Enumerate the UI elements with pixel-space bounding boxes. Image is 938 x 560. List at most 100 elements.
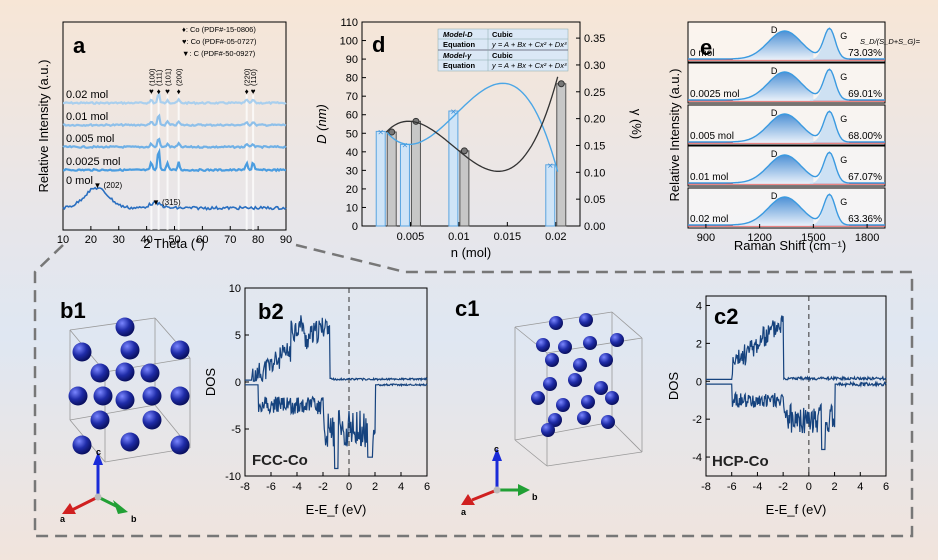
co-atom [72,342,92,362]
xrd-peak-marker: ♦ [245,87,249,96]
d-point-D: × [450,107,456,118]
raman-d-band-fill [732,31,814,60]
d-x-tick-label: 0.015 [494,231,522,243]
d-bar-D [545,164,556,227]
xrd-series-label: 0.0025 mol [66,156,120,168]
d-y-right-tick-label: 0.20 [584,114,605,126]
cell-edge [514,439,548,467]
dos-spin-up [706,315,887,382]
xrd-x-tick-label: 40 [141,234,153,246]
panel-label-c2: c2 [714,304,738,329]
xrd-curve [62,113,287,128]
table-model-gamma-type: Cubic [492,51,513,60]
d-y-left-tick-label: 0 [352,221,358,233]
xrd-y-label: Relative Intensity (a.u.) [36,60,51,193]
raman-ratio-label: S_D/(S_D+S_G)= [860,37,921,46]
xrd-curves: 0.02 mol 0.01 mol 0.005 mol 0.0025 mol 0 mol… [62,68,287,230]
co-atom [548,413,562,427]
xrd-peak-label: (111) [155,69,164,86]
panel-label-d: d [372,32,385,57]
co-atom [545,353,559,367]
panel-b2-fcc-dos: -8 -6 -4 -2 0 2 4 6 -10 -5 0 5 10 b2 FCC-Co E-E_f (e… [203,283,430,517]
co-atom [142,386,162,406]
xrd-x-tick-label: 80 [252,234,264,246]
dos-x-tick-label: -8 [701,481,711,493]
d-y-right-tick-label: 0.15 [584,140,605,152]
dos-x-tick-label: 2 [832,481,838,493]
d-x-tick-label: 0.005 [397,231,425,243]
co-atom [605,391,619,405]
co-atom [140,363,160,383]
co-atom [558,340,572,354]
d-y-left-tick-label: 70 [346,91,358,103]
dos-x-tick-label: -4 [753,481,763,493]
co-atom [601,415,615,429]
xrd-peak-marker: ♥ [251,87,256,96]
table-equation-2-value: y = A + Bx + Cx² + Dx³ [491,61,567,70]
co-atom [573,358,587,372]
co-atom [577,411,591,425]
co-atom [68,386,88,406]
co-atom [115,317,135,337]
xrd-x-tick-label: 60 [196,234,208,246]
table-equation-1: Equation [443,40,475,49]
dos-x-tick-label: 4 [398,481,404,493]
xrd-x-tick-label: 90 [280,234,292,246]
b1-axis-a: a [60,514,66,524]
dos-x-tick-label: 4 [857,481,863,493]
raman-d-label: D [771,66,778,76]
fcc-co-label: FCC-Co [252,452,308,469]
panel-label-b1: b1 [60,298,86,323]
b2-y-label: DOS [203,368,218,397]
xrd-legend-2: ♥: Co (PDF#-05-0727) [182,37,257,46]
dos-y-tick-label: 0 [235,377,241,389]
xrd-peak-label: (220) [243,68,252,86]
panel-b1-fcc-crystal: b1 c a b [60,298,191,524]
dos-x-tick-label: 6 [424,481,430,493]
dos-x-tick-label: -8 [240,481,250,493]
d-point-gamma [460,147,468,155]
dos-spin-down [706,380,887,451]
dos-y-tick-label: 0 [696,376,702,388]
raman-curve [688,110,885,143]
c1-axis-triad: c a b [461,444,538,517]
co-atom [90,410,110,430]
d-y-right-tick-label: 0.10 [584,167,605,179]
dos-y-tick-label: -5 [231,424,241,436]
c1-axis-c: c [494,444,499,454]
b2-dos-elements: -8 -6 -4 -2 0 2 4 6 -10 -5 0 5 10 [225,283,430,493]
table-model-d: Model-D [443,30,473,39]
panel-label-a: a [73,33,86,58]
xrd-peak-label: (101) [164,68,173,86]
dos-x-tick-label: 6 [883,481,889,493]
dos-y-tick-label: -4 [692,452,702,464]
xrd-peak-marker: ♦ [157,87,161,96]
panel-a-xrd: a 0.02 mol 0.01 mol 0.005 mol 0.0025 mol 0 m… [36,21,292,251]
xrd-peak-marker: ♦ [177,87,181,96]
raman-d-label: D [771,149,778,159]
d-point-D: × [402,140,408,151]
co-atom [120,432,140,452]
co-atom [579,313,593,327]
raman-x-label: Raman Shift (cm⁻¹) [734,238,846,253]
raman-g-label: G [840,72,847,82]
d-y-left-tick-label: 100 [340,36,358,48]
cell-edge [69,317,156,331]
d-point-D: × [378,127,384,138]
cell-edge [69,404,156,421]
raman-g-label: G [840,197,847,207]
raman-x-tick-label: 1500 [801,232,825,244]
d-point-D: × [547,161,553,172]
c1-axis-a: a [461,507,467,517]
co-atom [543,377,557,391]
table-equation-1-value: y = A + Bx + Cx² + Dx³ [491,40,567,49]
d-bar-D [448,110,459,227]
d-x-tick-label: 0.01 [448,231,469,243]
cell-edge [611,421,643,453]
raman-g-label: G [840,155,847,165]
xrd-carbon-marker: ▼ [93,181,101,190]
d-fit-curve-D [385,82,559,172]
co-atom [90,363,110,383]
co-atom [581,395,595,409]
